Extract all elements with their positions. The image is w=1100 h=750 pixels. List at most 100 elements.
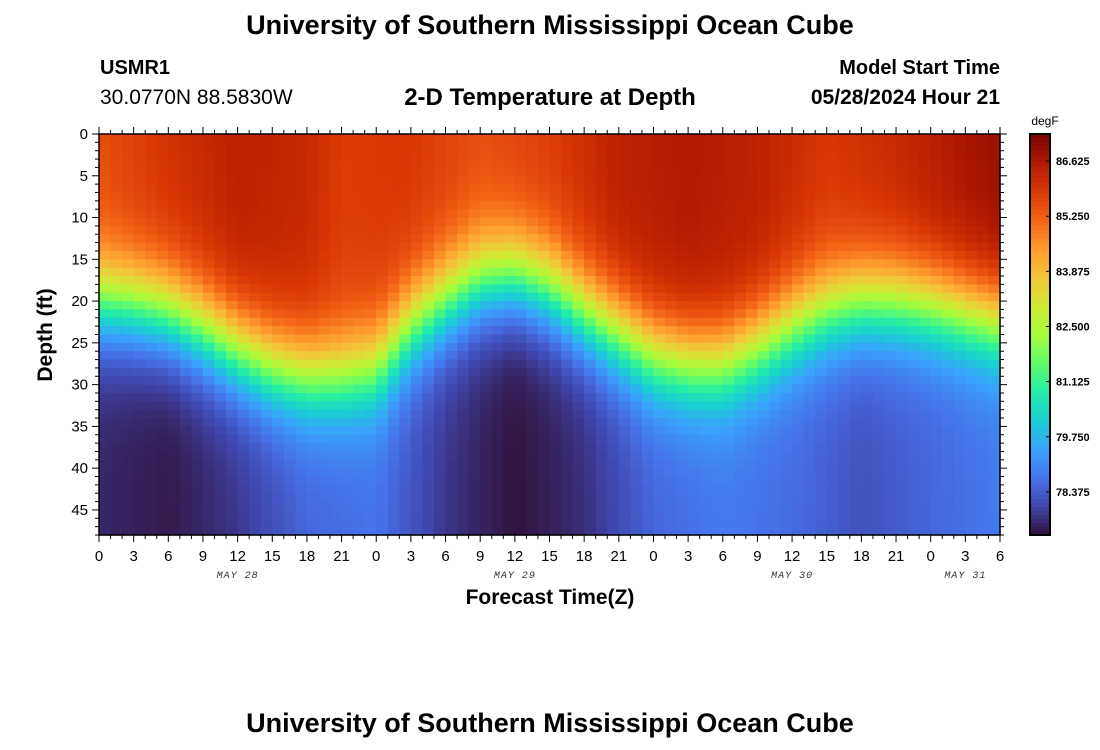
heatmap-cell [780, 351, 793, 361]
heatmap-cell [976, 317, 990, 327]
heatmap-cell [768, 367, 782, 377]
heatmap-cell [838, 326, 851, 336]
heatmap-cell [965, 200, 978, 210]
heatmap-cell [572, 493, 585, 503]
heatmap-cell [202, 217, 216, 227]
heatmap-cell [503, 351, 516, 361]
heatmap-cell [872, 493, 886, 503]
heatmap-cell [226, 209, 239, 219]
heatmap-cell [179, 342, 193, 352]
heatmap-cell [145, 259, 158, 269]
heatmap-cell [168, 267, 181, 277]
colorbar-band [1030, 270, 1050, 275]
heatmap-cell [630, 376, 643, 386]
heatmap-cell [318, 334, 331, 344]
heatmap-cell [595, 209, 608, 219]
heatmap-cell [803, 284, 816, 294]
heatmap-cell [133, 209, 146, 219]
heatmap-cell [376, 342, 389, 352]
heatmap-cell [722, 384, 735, 394]
heatmap-cell [872, 242, 886, 252]
heatmap-cell [699, 376, 712, 386]
heatmap-cell [353, 526, 366, 536]
heatmap-cell [237, 367, 250, 377]
heatmap-cell [272, 284, 285, 294]
heatmap-cell [156, 184, 169, 194]
heatmap-cell [618, 292, 631, 302]
heatmap-cell [330, 384, 343, 394]
x-tick-label: 15 [541, 548, 558, 565]
heatmap-cell [387, 459, 400, 469]
heatmap-cell [537, 234, 551, 244]
heatmap-cell [745, 317, 759, 327]
heatmap-cell [399, 434, 412, 444]
heatmap-cell [480, 384, 493, 394]
heatmap-cell [572, 342, 585, 352]
heatmap-cell [965, 150, 978, 160]
heatmap-cell [272, 192, 285, 202]
x-tick-label: 12 [507, 548, 524, 565]
heatmap-cell [815, 468, 828, 478]
heatmap-cell [260, 359, 273, 369]
heatmap-cell [306, 342, 320, 352]
heatmap-cell [122, 376, 135, 386]
heatmap-cell [341, 292, 354, 302]
heatmap-cell [364, 359, 377, 369]
heatmap-cell [826, 267, 839, 277]
heatmap-cell [884, 443, 897, 453]
heatmap-cell [364, 367, 377, 377]
heatmap-cell [491, 401, 504, 411]
heatmap-cell [341, 234, 354, 244]
heatmap-cell [376, 526, 389, 536]
heatmap-cell [953, 317, 966, 327]
heatmap-cell [930, 200, 943, 210]
heatmap-cell [849, 292, 862, 302]
heatmap-cell [976, 159, 990, 169]
heatmap-cell [168, 351, 181, 361]
heatmap-cell [318, 192, 331, 202]
heatmap-cell [803, 217, 816, 227]
heatmap-cell [930, 159, 943, 169]
heatmap-cell [156, 342, 169, 352]
heatmap-cell [422, 493, 435, 503]
heatmap-cell [618, 192, 631, 202]
heatmap-cell [272, 267, 285, 277]
heatmap-cell [953, 250, 966, 260]
heatmap-cell [99, 376, 112, 386]
heatmap-cell [965, 509, 978, 519]
heatmap-cell [145, 526, 158, 536]
heatmap-cell [872, 484, 886, 494]
heatmap-cell [306, 309, 320, 319]
heatmap-cell [214, 317, 227, 327]
heatmap-cell [676, 292, 689, 302]
heatmap-cell [526, 234, 539, 244]
heatmap-cell [318, 309, 331, 319]
heatmap-cell [699, 326, 712, 336]
heatmap-cell [872, 134, 886, 143]
heatmap-cell [757, 443, 770, 453]
heatmap-cell [260, 484, 273, 494]
heatmap-cell [526, 334, 539, 344]
heatmap-cell [953, 418, 966, 427]
heatmap-cell [330, 317, 343, 327]
heatmap-cell [399, 326, 412, 336]
colorbar-band [1030, 338, 1050, 344]
heatmap-cell [468, 234, 481, 244]
heatmap-cell [457, 292, 470, 302]
heatmap-cell [653, 476, 666, 486]
heatmap-cell [768, 451, 782, 461]
heatmap-cell [214, 351, 227, 361]
heatmap-cell [803, 150, 816, 160]
heatmap-cell [295, 409, 308, 419]
heatmap-cell [757, 509, 770, 519]
heatmap-cell [595, 259, 608, 269]
heatmap-cell [630, 167, 643, 177]
heatmap-cell [179, 284, 193, 294]
heatmap-cell [445, 476, 458, 486]
colorbar-band [1030, 294, 1050, 299]
heatmap-cell [745, 175, 759, 185]
heatmap-cell [953, 334, 966, 344]
heatmap-cell [295, 259, 308, 269]
heatmap-cell [896, 367, 909, 377]
heatmap-cell [503, 418, 516, 427]
